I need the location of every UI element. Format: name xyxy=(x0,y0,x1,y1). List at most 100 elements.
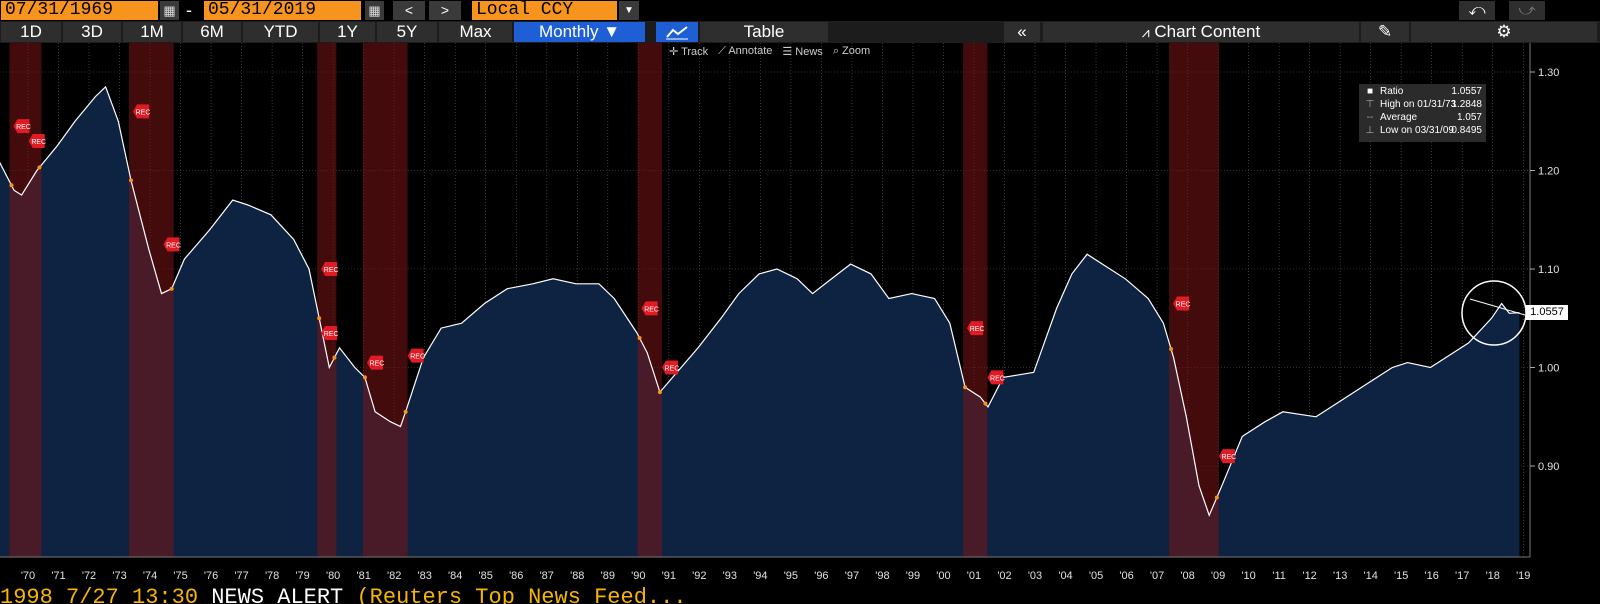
next-button[interactable]: > xyxy=(429,1,461,20)
period-button-1y[interactable]: 1Y xyxy=(320,22,375,42)
recession-marker xyxy=(128,178,133,183)
x-tick-label: '01 xyxy=(967,570,981,582)
x-tick-label: '93 xyxy=(723,570,737,582)
currency-select[interactable]: Local CCY xyxy=(472,1,617,20)
rec-tag-label: REC xyxy=(370,361,385,368)
x-tick-label: '12 xyxy=(1302,570,1316,582)
x-tick-label: '06 xyxy=(1119,570,1133,582)
date-toolbar: 07/31/1969 ▦ - 05/31/2019 ▦ < > Local CC… xyxy=(0,0,1600,21)
rec-tag xyxy=(28,133,45,148)
x-tick-label: '04 xyxy=(1058,570,1072,582)
track-tool[interactable]: ✛ Track xyxy=(669,46,709,58)
rec-tag xyxy=(366,355,383,370)
edit-icon[interactable]: ✎ xyxy=(1361,22,1409,42)
x-tick-label: '14 xyxy=(1364,570,1378,582)
x-tick-label: '15 xyxy=(1394,570,1408,582)
rec-tag-label: REC xyxy=(136,109,151,116)
redo-button[interactable]: ⤻ xyxy=(1509,1,1545,20)
x-tick-label: '03 xyxy=(1028,570,1042,582)
recession-marker xyxy=(37,165,42,170)
undo-button[interactable]: ⤺ xyxy=(1459,1,1495,20)
x-tick-label: '76 xyxy=(204,570,218,582)
rec-tag xyxy=(987,370,1004,385)
x-tick-label: '95 xyxy=(784,570,798,582)
chevron-down-icon[interactable]: ▼ xyxy=(619,1,639,20)
x-tick-label: '08 xyxy=(1180,570,1194,582)
rec-tag-label: REC xyxy=(166,242,181,249)
x-tick-label: '94 xyxy=(753,570,767,582)
period-button-5y[interactable]: 5Y xyxy=(377,22,437,42)
recession-band xyxy=(317,43,337,557)
end-date-field[interactable]: 05/31/2019 xyxy=(204,1,361,20)
news-ticker[interactable]: 1998 7/27 13:30 NEWS ALERT (Reuters Top … xyxy=(0,585,1600,604)
x-tick-label: '10 xyxy=(1241,570,1255,582)
annotate-tool[interactable]: ⟋ Annotate xyxy=(718,45,773,57)
chart-legend: ■ Ratio 1.0557 ⊤ High on 01/31/73 1.2848 -- A… xyxy=(1359,84,1486,142)
recession-marker xyxy=(169,286,174,291)
y-tick-label: 1.20 xyxy=(1538,166,1559,178)
x-tick-label: '19 xyxy=(1516,570,1530,582)
x-tick-label: '92 xyxy=(692,570,706,582)
start-date-field[interactable]: 07/31/1969 xyxy=(1,1,158,20)
table-button[interactable]: Table xyxy=(700,22,828,42)
x-tick-label: '90 xyxy=(631,570,645,582)
rec-tag-label: REC xyxy=(16,124,31,131)
prev-button[interactable]: < xyxy=(393,1,425,20)
x-tick-label: '18 xyxy=(1486,570,1500,582)
y-tick-label: 1.30 xyxy=(1538,67,1559,79)
ticker-alert: NEWS ALERT xyxy=(211,585,344,604)
settings-icon[interactable]: ⚙ xyxy=(1411,22,1597,42)
zoom-tool[interactable]: ⌕ Zoom xyxy=(832,45,871,57)
x-tick-label: '79 xyxy=(295,570,309,582)
x-tick-label: '78 xyxy=(265,570,279,582)
rec-tag xyxy=(641,301,658,316)
rec-tag-label: REC xyxy=(31,139,46,146)
x-tick-label: '77 xyxy=(234,570,248,582)
period-button-ytd[interactable]: YTD xyxy=(243,22,318,42)
period-button-max[interactable]: Max xyxy=(439,22,512,42)
x-tick-label: '02 xyxy=(997,570,1011,582)
rec-tag xyxy=(661,360,678,375)
x-tick-label: '86 xyxy=(509,570,523,582)
date-separator: - xyxy=(186,0,192,20)
legend-row-average: -- Average 1.057 xyxy=(1366,112,1482,123)
period-button-3d[interactable]: 3D xyxy=(63,22,121,42)
rec-tag-label: REC xyxy=(665,366,680,373)
recession-marker xyxy=(963,385,968,390)
series-line xyxy=(0,85,1520,517)
legend-row-low: ⊥ Low on 03/31/09 0.8495 xyxy=(1365,125,1482,136)
rec-tag-label: REC xyxy=(644,306,659,313)
period-button-6m[interactable]: 6M xyxy=(183,22,241,42)
x-tick-label: '11 xyxy=(1272,570,1286,582)
recession-band xyxy=(128,43,174,557)
last-value-label: 1.0557 xyxy=(1526,305,1568,320)
calendar-icon[interactable]: ▦ xyxy=(365,1,384,20)
chart-content-button[interactable]: ⩘ Chart Content xyxy=(1043,22,1359,42)
period-button-1m[interactable]: 1M xyxy=(123,22,181,42)
x-tick-label: '00 xyxy=(936,570,950,582)
chart-area[interactable]: REC REC REC REC REC REC REC REC REC REC REC REC REC R… xyxy=(0,43,1600,585)
period-button-1d[interactable]: 1D xyxy=(1,22,61,42)
rec-tag-label: REC xyxy=(990,375,1005,382)
x-tick-label: '09 xyxy=(1211,570,1225,582)
x-tick-label: '81 xyxy=(356,570,370,582)
line-chart-icon[interactable] xyxy=(656,22,698,42)
news-tool[interactable]: ☰ News xyxy=(782,46,823,58)
recession-marker xyxy=(983,401,988,406)
recession-marker xyxy=(637,335,642,340)
rec-tag-label: REC xyxy=(1221,454,1236,461)
frequency-select[interactable]: Monthly ▼ xyxy=(514,22,645,42)
recession-marker xyxy=(1169,347,1174,352)
collapse-left-icon[interactable]: « xyxy=(1004,22,1040,42)
x-tick-label: '07 xyxy=(1150,570,1164,582)
x-tick-label: '75 xyxy=(173,570,187,582)
recession-marker xyxy=(403,409,408,414)
rec-tag xyxy=(1173,296,1190,311)
legend-row-ratio: ■ Ratio 1.0557 xyxy=(1366,86,1482,97)
y-tick-label: 0.90 xyxy=(1538,461,1559,473)
rec-tag-label: REC xyxy=(324,331,339,338)
period-toolbar: 1D 3D 1M 6M YTD 1Y 5Y Max Monthly ▼ Tabl… xyxy=(0,21,1600,43)
calendar-icon[interactable]: ▦ xyxy=(160,1,179,20)
x-tick-label: '72 xyxy=(82,570,96,582)
rec-tag xyxy=(1218,449,1235,464)
